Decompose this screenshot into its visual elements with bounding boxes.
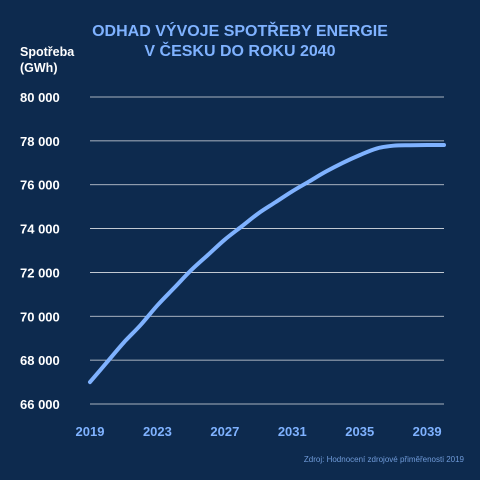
x-axis-ticks: 2019 2023 2027 2031 2035 2039: [76, 424, 442, 439]
x-tick-label: 2027: [210, 424, 239, 439]
gridlines: [90, 96, 444, 405]
x-tick-label: 2039: [413, 424, 442, 439]
y-tick-label: 70 000: [20, 309, 60, 324]
y-axis-label-line-1: Spotřeba: [20, 45, 75, 59]
y-tick-label: 74 000: [20, 222, 60, 237]
source-note: Zdroj: Hodnocení zdrojové přiměřenosti 2…: [304, 455, 465, 464]
chart-title-line-1: ODHAD VÝVOJE SPOTŘEBY ENERGIE: [92, 21, 388, 40]
x-tick-label: 2031: [278, 424, 307, 439]
y-tick-label: 76 000: [20, 178, 60, 193]
series-line: [88, 143, 446, 385]
y-tick-label: 72 000: [20, 265, 60, 280]
y-tick-label: 78 000: [20, 134, 60, 149]
y-axis-ticks: 66 000 68 000 70 000 72 000 74 000 76 000 78 0…: [20, 90, 60, 412]
y-tick-label: 80 000: [20, 90, 60, 105]
y-axis-label-line-2: (GWh): [20, 61, 57, 75]
y-tick-label: 68 000: [20, 353, 60, 368]
plot-area: [88, 143, 446, 385]
chart-title-line-2: V ČESKU DO ROKU 2040: [144, 41, 335, 60]
x-tick-label: 2035: [345, 424, 374, 439]
x-tick-label: 2023: [143, 424, 172, 439]
x-tick-label: 2019: [76, 424, 105, 439]
y-tick-label: 66 000: [20, 397, 60, 412]
